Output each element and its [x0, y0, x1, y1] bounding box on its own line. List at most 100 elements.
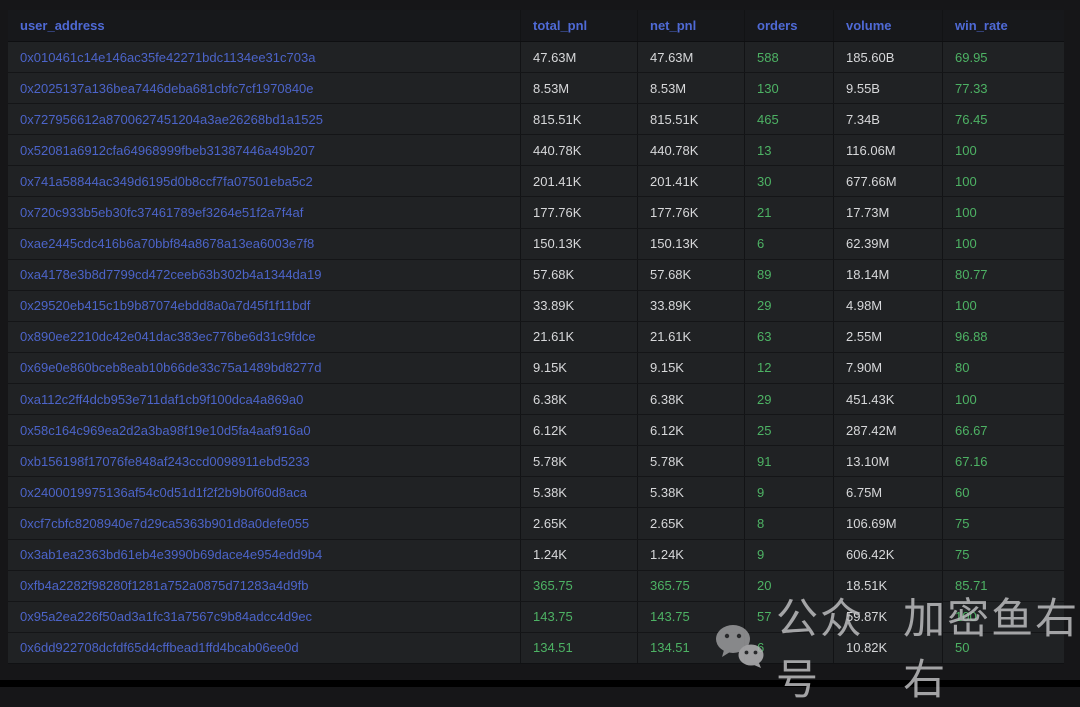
cell-net_pnl: 134.51	[637, 632, 744, 663]
table-row: 0xa4178e3b8d7799cd472ceeb63b302b4a1344da…	[8, 259, 1064, 291]
cell-address[interactable]: 0x720c933b5eb30fc37461789ef3264e51f2a7f4…	[20, 205, 304, 221]
cell-orders: 9	[744, 539, 833, 570]
cell-volume: 6.75M	[833, 477, 942, 508]
cell-volume: 4.98M	[833, 290, 942, 321]
cell-total_pnl: 150.13K	[520, 228, 637, 259]
header-cell-net_pnl[interactable]: net_pnl	[637, 10, 744, 41]
cell-total_pnl: 143.75	[520, 601, 637, 632]
cell-address[interactable]: 0x3ab1ea2363bd61eb4e3990b69dace4e954edd9…	[20, 547, 323, 563]
table-row: 0xa112c2ff4dcb953e711daf1cb9f100dca4a869…	[8, 384, 1064, 416]
cell-net_pnl: 2.65K	[637, 508, 744, 539]
cell-address[interactable]: 0x69e0e860bceb8eab10b66de33c75a1489bd827…	[20, 360, 322, 376]
cell-win_rate: 100	[942, 384, 1064, 415]
cell-net_pnl: 815.51K	[637, 104, 744, 135]
cell-volume: 2.55M	[833, 321, 942, 352]
cell-net_pnl: 6.38K	[637, 384, 744, 415]
cell-address[interactable]: 0xae2445cdc416b6a70bbf84a8678a13ea6003e7…	[20, 236, 315, 252]
header-cell-win_rate[interactable]: win_rate	[942, 10, 1064, 41]
cell-address[interactable]: 0xb156198f17076fe848af243ccd0098911ebd52…	[20, 453, 310, 469]
cell-win_rate: 96.88	[942, 321, 1064, 352]
table-row: 0x52081a6912cfa64968999fbeb31387446a49b2…	[8, 135, 1064, 167]
table-row: 0x890ee2210dc42e041dac383ec776be6d31c9fd…	[8, 321, 1064, 353]
cell-total_pnl: 33.89K	[520, 290, 637, 321]
table-row: 0x29520eb415c1b9b87074ebdd8a0a7d45f1f11b…	[8, 290, 1064, 322]
cell-volume: 13.10M	[833, 446, 942, 477]
cell-win_rate: 100	[942, 166, 1064, 197]
cell-net_pnl: 201.41K	[637, 166, 744, 197]
cell-address[interactable]: 0x741a58844ac349d6195d0b8ccf7fa07501eba5…	[20, 173, 313, 189]
bottom-edge-strip	[0, 680, 1080, 687]
cell-total_pnl: 365.75	[520, 570, 637, 601]
cell-address[interactable]: 0xa112c2ff4dcb953e711daf1cb9f100dca4a869…	[20, 391, 304, 407]
cell-orders: 6	[744, 228, 833, 259]
cell-orders: 588	[744, 42, 833, 73]
cell-net_pnl: 8.53M	[637, 73, 744, 104]
cell-volume: 62.39M	[833, 228, 942, 259]
cell-orders: 29	[744, 290, 833, 321]
cell-win_rate: 50	[942, 632, 1064, 663]
cell-net_pnl: 21.61K	[637, 321, 744, 352]
cell-net_pnl: 143.75	[637, 601, 744, 632]
cell-total_pnl: 440.78K	[520, 135, 637, 166]
cell-win_rate: 77.33	[942, 73, 1064, 104]
table-row: 0x3ab1ea2363bd61eb4e3990b69dace4e954edd9…	[8, 539, 1064, 571]
cell-address[interactable]: 0x58c164c969ea2d2a3ba98f19e10d5fa4aaf916…	[20, 422, 311, 438]
cell-address[interactable]: 0xfb4a2282f98280f1281a752a0875d71283a4d9…	[20, 578, 309, 594]
table-row: 0x741a58844ac349d6195d0b8ccf7fa07501eba5…	[8, 166, 1064, 198]
cell-net_pnl: 5.78K	[637, 446, 744, 477]
cell-address[interactable]: 0x010461c14e146ac35fe42271bdc1134ee31c70…	[20, 49, 316, 65]
cell-orders: 25	[744, 415, 833, 446]
cell-total_pnl: 5.78K	[520, 446, 637, 477]
cell-address[interactable]: 0x6dd922708dcfdf65d4cffbead1ffd4bcab06ee…	[20, 640, 299, 656]
cell-address[interactable]: 0x29520eb415c1b9b87074ebdd8a0a7d45f1f11b…	[20, 298, 311, 314]
cell-win_rate: 80.77	[942, 259, 1064, 290]
cell-total_pnl: 21.61K	[520, 321, 637, 352]
cell-address[interactable]: 0x95a2ea226f50ad3a1fc31a7567c9b84adcc4d9…	[20, 609, 313, 625]
table-row: 0x6dd922708dcfdf65d4cffbead1ffd4bcab06ee…	[8, 632, 1064, 664]
cell-net_pnl: 440.78K	[637, 135, 744, 166]
table-body: 0x010461c14e146ac35fe42271bdc1134ee31c70…	[8, 42, 1064, 664]
cell-address[interactable]: 0x2025137a136bea7446deba681cbfc7cf197084…	[20, 80, 314, 96]
cell-total_pnl: 134.51	[520, 632, 637, 663]
header-cell-total_pnl[interactable]: total_pnl	[520, 10, 637, 41]
cell-total_pnl: 57.68K	[520, 259, 637, 290]
cell-volume: 606.42K	[833, 539, 942, 570]
header-cell-address[interactable]: user_address	[20, 18, 105, 33]
cell-win_rate: 100	[942, 135, 1064, 166]
table-row: 0x69e0e860bceb8eab10b66de33c75a1489bd827…	[8, 352, 1064, 385]
cell-net_pnl: 47.63M	[637, 42, 744, 73]
cell-total_pnl: 815.51K	[520, 104, 637, 135]
cell-orders: 20	[744, 570, 833, 601]
cell-net_pnl: 150.13K	[637, 228, 744, 259]
cell-total_pnl: 8.53M	[520, 73, 637, 104]
cell-address[interactable]: 0xcf7cbfc8208940e7d29ca5363b901d8a0defe0…	[20, 515, 310, 531]
cell-address[interactable]: 0x727956612a8700627451204a3ae26268bd1a15…	[20, 111, 323, 127]
cell-win_rate: 75	[942, 508, 1064, 539]
cell-orders: 9	[744, 477, 833, 508]
header-cell-orders[interactable]: orders	[744, 10, 833, 41]
cell-address[interactable]: 0x890ee2210dc42e041dac383ec776be6d31c9fd…	[20, 329, 316, 345]
cell-orders: 63	[744, 321, 833, 352]
cell-total_pnl: 6.12K	[520, 415, 637, 446]
cell-win_rate: 100	[942, 197, 1064, 228]
cell-net_pnl: 6.12K	[637, 415, 744, 446]
table-row: 0x95a2ea226f50ad3a1fc31a7567c9b84adcc4d9…	[8, 601, 1064, 633]
cell-volume: 59.87K	[833, 601, 942, 632]
cell-win_rate: 66.67	[942, 415, 1064, 446]
cell-orders: 91	[744, 446, 833, 477]
cell-orders: 130	[744, 73, 833, 104]
cell-win_rate: 69.95	[942, 42, 1064, 73]
cell-orders: 13	[744, 135, 833, 166]
cell-address[interactable]: 0xa4178e3b8d7799cd472ceeb63b302b4a1344da…	[20, 267, 322, 283]
header-cell-volume[interactable]: volume	[833, 10, 942, 41]
cell-volume: 10.82K	[833, 632, 942, 663]
cell-total_pnl: 6.38K	[520, 384, 637, 415]
cell-address[interactable]: 0x52081a6912cfa64968999fbeb31387446a49b2…	[20, 142, 315, 158]
cell-net_pnl: 5.38K	[637, 477, 744, 508]
cell-volume: 18.51K	[833, 570, 942, 601]
cell-address[interactable]: 0x2400019975136af54c0d51d1f2f2b9b0f60d8a…	[20, 484, 307, 500]
cell-volume: 7.90M	[833, 352, 942, 384]
cell-win_rate: 67.16	[942, 446, 1064, 477]
table-row: 0xae2445cdc416b6a70bbf84a8678a13ea6003e7…	[8, 228, 1064, 260]
cell-total_pnl: 47.63M	[520, 42, 637, 73]
